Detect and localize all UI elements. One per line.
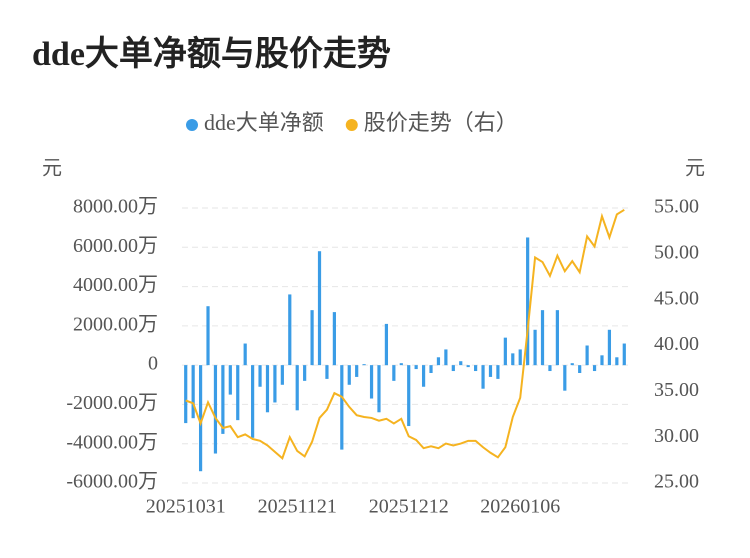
bar (496, 365, 500, 379)
bar (570, 363, 574, 366)
legend-label: 股价走势（右） (364, 110, 518, 135)
bar (325, 365, 329, 379)
bar (600, 355, 604, 366)
legend-marker (186, 119, 198, 131)
bar (474, 365, 478, 372)
y-tick-label: 6000.00万 (73, 235, 158, 257)
x-tick-label: 20251212 (369, 496, 449, 518)
bar (251, 365, 255, 438)
bar (362, 364, 366, 366)
bar (369, 365, 374, 399)
y-tick-label: 4000.00万 (73, 274, 158, 296)
bar (303, 365, 307, 381)
bar (355, 365, 359, 377)
bar (288, 294, 292, 366)
bar (459, 361, 463, 366)
bar (184, 365, 188, 424)
bar (228, 365, 232, 395)
bar (466, 365, 470, 368)
bar (503, 337, 507, 366)
y-tick-label: -4000.00万 (66, 431, 158, 453)
bar (592, 365, 597, 372)
bar (436, 357, 441, 366)
y2-tick-label: 35.00 (654, 379, 699, 401)
bar (265, 365, 270, 413)
y2-tick-label: 45.00 (654, 287, 699, 309)
bar (258, 365, 262, 387)
x-tick-label: 20251031 (146, 496, 226, 518)
chart-title: dde大单净额与股价走势 (32, 35, 391, 73)
bar (221, 365, 225, 434)
bar (607, 329, 612, 366)
bar (511, 353, 515, 366)
bar (548, 365, 552, 372)
y2-axis-label: 元 (685, 158, 705, 180)
bar (585, 345, 589, 366)
bar (295, 365, 299, 411)
bar (526, 237, 530, 366)
bar (481, 365, 485, 389)
bar (198, 365, 203, 472)
bar (451, 365, 455, 372)
y2-tick-label: 55.00 (654, 196, 699, 218)
bar (377, 365, 381, 413)
bar (414, 365, 418, 370)
bar (310, 310, 314, 366)
bar (555, 310, 559, 366)
bar (615, 357, 619, 366)
bar (407, 365, 411, 427)
bar (347, 365, 351, 385)
bar (578, 365, 582, 373)
legend-label: dde大单净额 (204, 110, 324, 135)
bar (332, 312, 336, 366)
bar (340, 365, 344, 450)
y2-tick-label: 50.00 (654, 241, 699, 263)
price-line (185, 208, 625, 460)
bar (280, 365, 284, 385)
bar (444, 349, 448, 366)
bar (243, 343, 247, 366)
bar (533, 329, 537, 366)
bar (563, 365, 567, 391)
bar (421, 365, 426, 387)
y-tick-label: -2000.00万 (66, 392, 158, 414)
bar (399, 363, 403, 366)
bar (236, 365, 240, 421)
y2-tick-label: 25.00 (654, 471, 699, 493)
y-tick-label: 2000.00万 (73, 313, 158, 335)
y2-tick-label: 40.00 (654, 333, 699, 355)
bar (622, 343, 626, 366)
bar (540, 310, 545, 366)
legend-marker (345, 119, 358, 131)
bar (273, 365, 277, 403)
bar (384, 323, 389, 366)
bar (518, 349, 522, 366)
y-tick-label: 8000.00万 (73, 196, 158, 218)
y-tick-label: -6000.00万 (66, 471, 158, 493)
x-tick-label: 20251121 (258, 496, 337, 518)
bar (392, 365, 396, 381)
bar (191, 365, 195, 419)
bar (488, 365, 493, 377)
bar (206, 306, 210, 366)
bar (317, 251, 322, 366)
y2-tick-label: 30.00 (654, 425, 699, 447)
y-axis-label: 元 (42, 158, 62, 180)
bar (213, 365, 218, 454)
x-tick-label: 20260106 (480, 496, 560, 518)
y-tick-label: 0 (148, 353, 158, 375)
bar (429, 365, 433, 373)
